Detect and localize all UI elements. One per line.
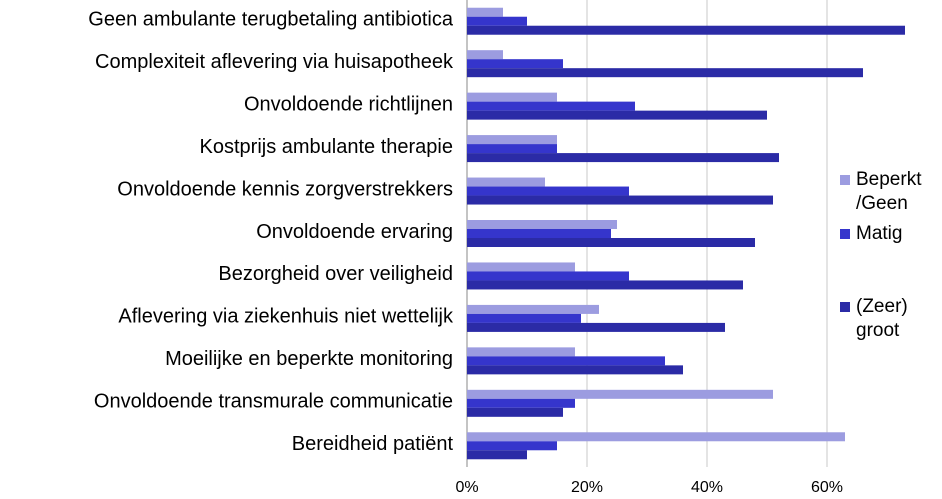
bar <box>467 153 779 163</box>
bar <box>467 262 575 272</box>
x-tick-label: 60% <box>811 479 843 496</box>
bar <box>467 101 635 111</box>
bar <box>467 356 665 366</box>
y-tick-label: Aflevering via ziekenhuis niet wettelijk <box>118 306 454 328</box>
bar <box>467 229 611 238</box>
bar <box>467 16 527 26</box>
y-tick-label: Onvoldoende transmurale communicatie <box>94 391 453 413</box>
x-tick-label: 0% <box>455 479 478 496</box>
y-tick-label: Onvoldoende ervaring <box>256 221 453 243</box>
legend-swatch <box>840 175 850 185</box>
bar <box>467 304 599 314</box>
x-tick-label: 20% <box>571 479 603 496</box>
bar <box>467 347 575 357</box>
bar <box>467 365 683 375</box>
y-tick-label: Onvoldoende richtlijnen <box>244 93 453 115</box>
y-tick-label: Complexiteit aflevering via huisapotheek <box>95 51 454 73</box>
legend-label: (Zeer) groot <box>856 296 908 341</box>
bar <box>467 92 557 102</box>
bar <box>467 110 767 120</box>
bar <box>467 432 845 442</box>
bar <box>467 177 545 187</box>
y-tick-label: Kostprijs ambulante therapie <box>200 136 453 158</box>
y-tick-label: Onvoldoende kennis zorgverstrekkers <box>117 178 453 200</box>
bar <box>467 398 575 408</box>
bar <box>467 280 743 290</box>
bar <box>467 220 617 229</box>
legend-swatch <box>840 229 850 239</box>
bar <box>467 441 557 451</box>
bar <box>467 322 725 332</box>
bar <box>467 407 563 417</box>
bar <box>467 59 563 69</box>
bar <box>467 50 503 60</box>
bar <box>467 7 503 17</box>
legend-swatch <box>840 302 850 312</box>
bar <box>467 313 581 323</box>
bar <box>467 135 557 145</box>
y-tick-label: Bezorgheid over veiligheid <box>218 263 453 285</box>
bar <box>467 68 863 78</box>
x-tick-label: 40% <box>691 479 723 496</box>
y-tick-label: Moeilijke en beperkte monitoring <box>165 348 453 370</box>
bar <box>467 271 629 281</box>
bar <box>467 238 755 247</box>
legend-label: Beperkt/Geen <box>856 169 922 214</box>
bar <box>467 25 905 35</box>
bar <box>467 389 773 399</box>
bar <box>467 195 773 205</box>
legend-label: Matig <box>856 223 902 244</box>
bar <box>467 144 557 154</box>
bar <box>467 186 629 196</box>
y-tick-label: Bereidheid patiënt <box>292 433 454 455</box>
bar <box>467 450 527 460</box>
y-tick-label: Geen ambulante terugbetaling antibiotica <box>88 9 454 31</box>
